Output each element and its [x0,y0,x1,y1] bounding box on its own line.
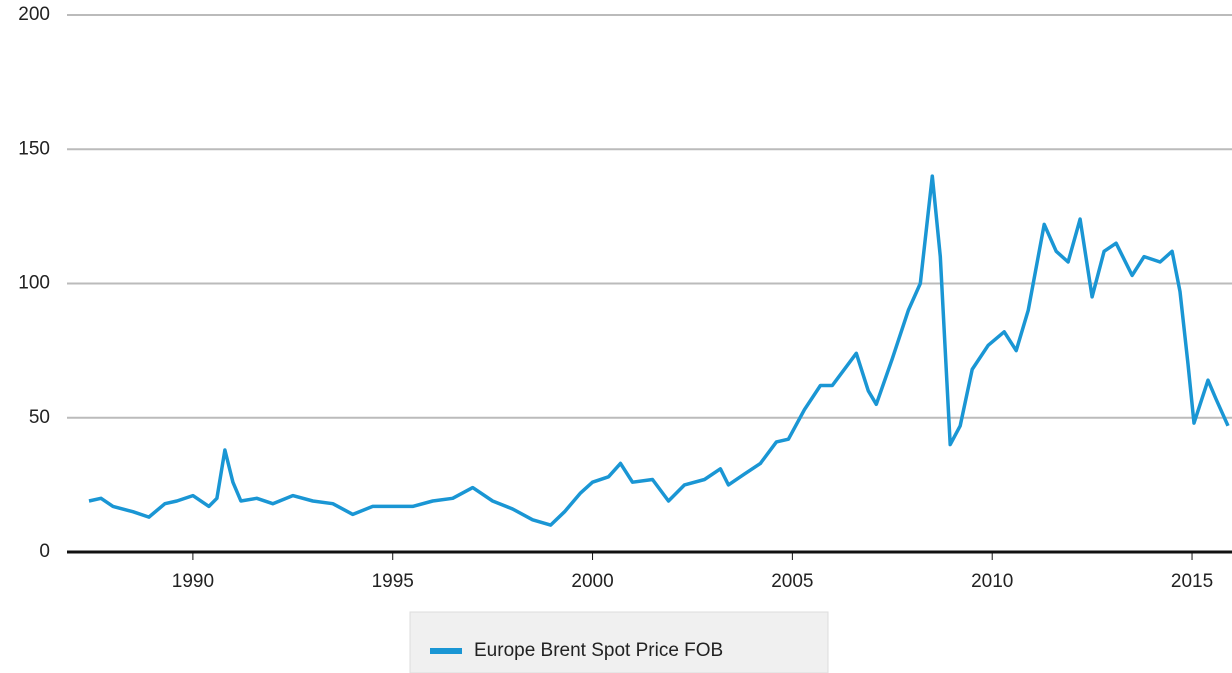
legend-box [409,611,829,673]
x-tick-label: 1990 [172,571,214,592]
y-tick-label: 100 [18,273,50,294]
data-line [88,174,1230,527]
x-tick-label: 1995 [372,571,414,592]
legend-label: Europe Brent Spot Price FOB [474,640,723,661]
x-tick-label: 2000 [571,571,613,592]
y-tick-label: 200 [18,4,50,25]
y-tick-label: 0 [39,541,50,562]
x-tick-label: 2010 [971,571,1013,592]
y-tick-label: 50 [29,407,50,428]
y-tick-label: 150 [18,138,50,159]
x-tick-label: 2015 [1171,571,1213,592]
x-tick-label: 2005 [771,571,813,592]
